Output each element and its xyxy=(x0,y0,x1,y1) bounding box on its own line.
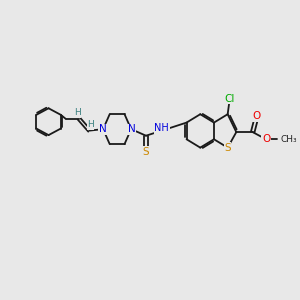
Text: Cl: Cl xyxy=(225,94,235,104)
Text: N: N xyxy=(99,124,106,134)
Text: CH₃: CH₃ xyxy=(280,135,297,144)
Text: S: S xyxy=(224,142,231,153)
Text: O: O xyxy=(262,134,270,144)
Text: O: O xyxy=(253,111,261,121)
Text: S: S xyxy=(143,147,149,157)
Text: N: N xyxy=(128,124,136,134)
Text: NH: NH xyxy=(154,123,169,133)
Text: H: H xyxy=(74,108,81,117)
Text: H: H xyxy=(87,120,94,129)
